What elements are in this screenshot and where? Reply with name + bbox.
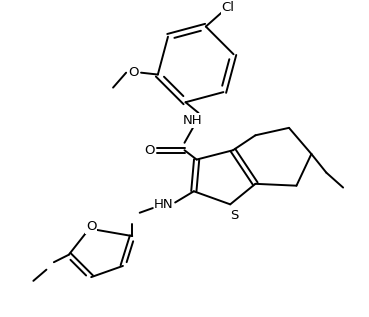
Text: O: O xyxy=(86,220,96,233)
Text: O: O xyxy=(128,66,139,79)
Text: HN: HN xyxy=(154,198,174,211)
Text: S: S xyxy=(230,209,238,222)
Text: Cl: Cl xyxy=(222,1,235,14)
Text: O: O xyxy=(144,144,154,157)
Text: NH: NH xyxy=(183,114,203,127)
